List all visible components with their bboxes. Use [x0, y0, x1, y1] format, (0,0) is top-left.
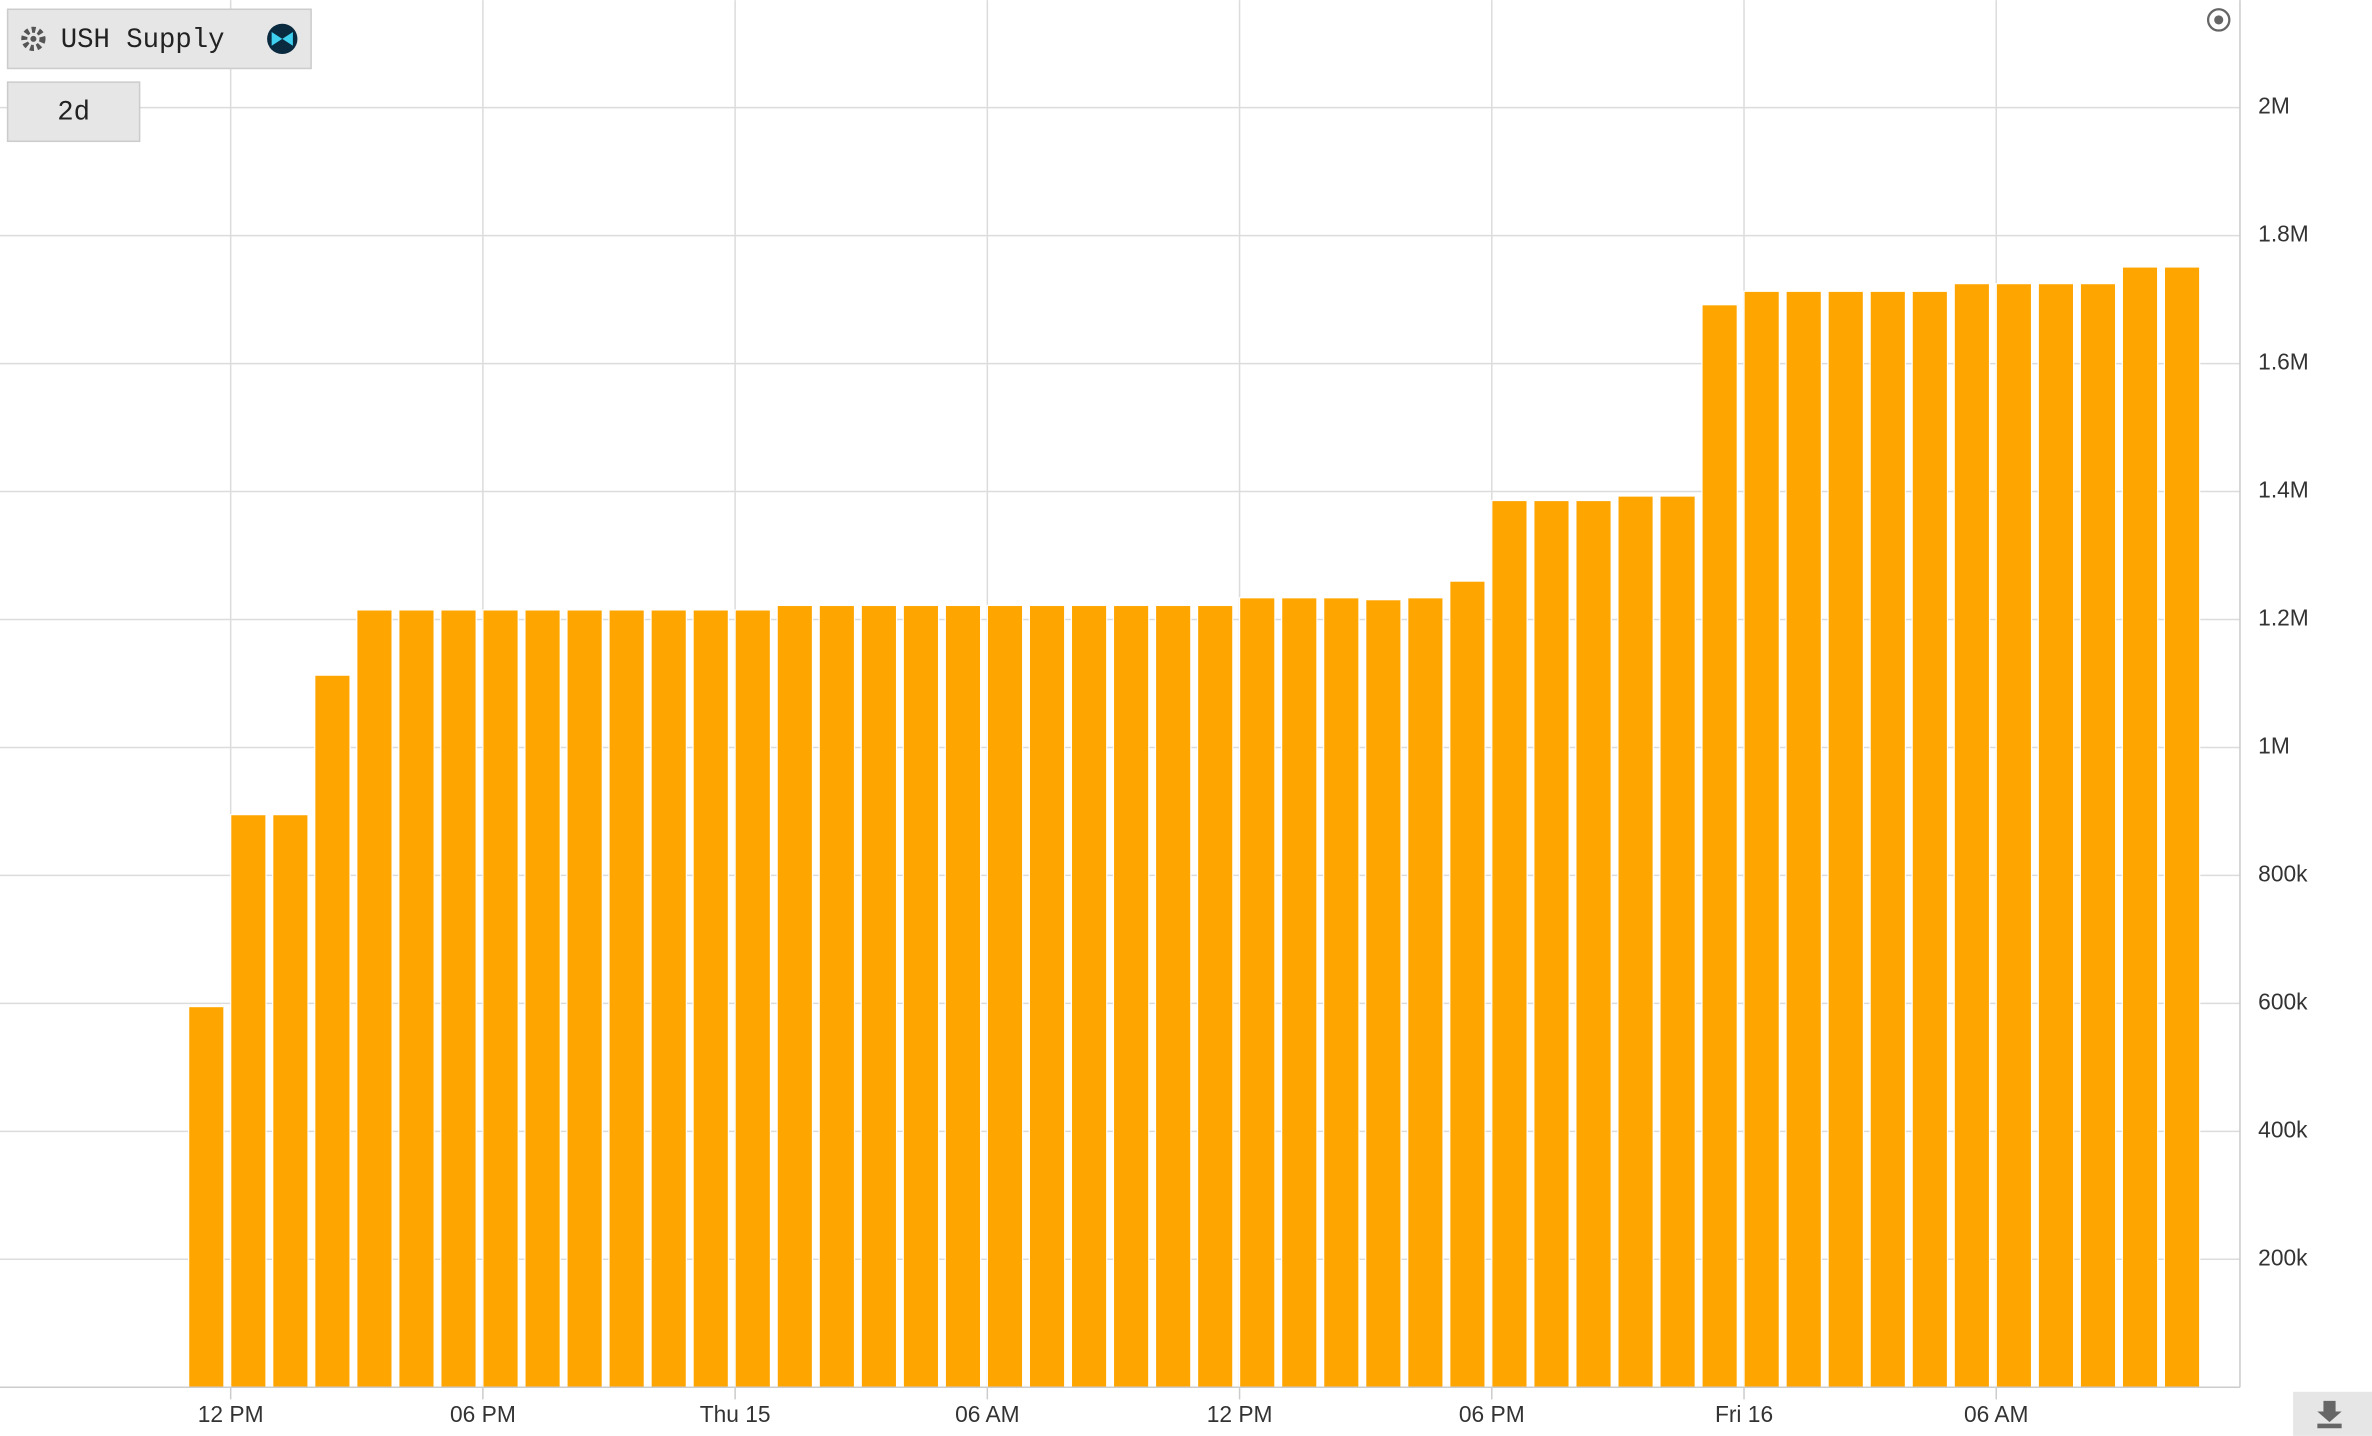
bar: [1196, 604, 1234, 1388]
plot-layer: 200k 400k 600k 800k 1M 1.2M 1.4M 1.6M 1.8M 2M 12 P…: [0, 0, 2309, 1427]
bar: [1323, 597, 1360, 1388]
bar: [1028, 604, 1066, 1388]
series-button-bg: [6, 8, 312, 70]
x-tick-label: 06 AM: [1964, 1401, 2029, 1427]
bar: [356, 609, 393, 1388]
y-tick-label: 1.8M: [2258, 221, 2309, 247]
bar: [776, 604, 814, 1388]
series-title: USH Supply: [61, 25, 225, 56]
range-label: 2d: [57, 98, 90, 129]
y-tick-label: 1M: [2258, 732, 2290, 758]
settings-ring: [2206, 8, 2231, 32]
y-tick-label: 800k: [2258, 860, 2308, 886]
bar: [818, 604, 856, 1388]
series-button[interactable]: USH Supply: [6, 8, 312, 70]
bar: [692, 609, 730, 1388]
bar: [524, 609, 561, 1388]
bar: [1365, 599, 1402, 1388]
bar: [2079, 283, 2117, 1388]
bar: [2121, 266, 2159, 1388]
y-tick-label: 200k: [2258, 1244, 2308, 1270]
bar: [1070, 604, 1108, 1388]
bar: [1112, 604, 1150, 1388]
bar: [1491, 499, 1528, 1388]
bar: [1953, 283, 1991, 1388]
bar: [230, 814, 267, 1388]
bar: [188, 1005, 225, 1388]
bar: [272, 814, 309, 1388]
bar: [986, 604, 1024, 1388]
range-button-bg: [6, 81, 141, 143]
x-tick-label: 06 PM: [450, 1401, 516, 1427]
gear-hub: [30, 35, 37, 42]
x-tick-label: 06 PM: [1459, 1401, 1525, 1427]
bar: [566, 609, 603, 1388]
bar: [1407, 597, 1444, 1388]
bar: [1659, 495, 1696, 1388]
y-tick-label: 1.4M: [2258, 477, 2309, 503]
x-tick-label: 06 AM: [955, 1401, 1020, 1427]
bar: [1701, 304, 1738, 1388]
bar: [1827, 290, 1865, 1388]
bar: [650, 609, 687, 1388]
settings-button[interactable]: [2206, 8, 2231, 32]
bar: [1869, 290, 1907, 1388]
bar: [1743, 290, 1780, 1388]
bar: [1617, 495, 1654, 1388]
x-tick-label: Thu 15: [700, 1401, 771, 1427]
x-tick-label: 12 PM: [198, 1401, 264, 1427]
bar: [314, 674, 351, 1388]
bar: [1154, 604, 1192, 1388]
bar: [2037, 283, 2075, 1388]
y-tick-label: 600k: [2258, 988, 2308, 1014]
y-tick-label: 1.2M: [2258, 605, 2309, 631]
bar: [608, 609, 645, 1388]
y-tick-label: 400k: [2258, 1116, 2308, 1142]
bar: [1449, 580, 1486, 1388]
bar: [734, 609, 772, 1388]
bar: [2163, 266, 2201, 1388]
settings-dot: [2214, 15, 2224, 25]
x-tick-label: Fri 16: [1715, 1401, 1773, 1427]
bar: [440, 609, 477, 1388]
bar: [1533, 499, 1570, 1388]
bar: [1995, 283, 2033, 1388]
range-button[interactable]: 2d: [6, 81, 141, 143]
bar: [902, 604, 940, 1388]
bar: [1785, 290, 1822, 1388]
bar: [1281, 597, 1318, 1388]
bar: [1911, 290, 1949, 1388]
bar: [1238, 597, 1276, 1388]
bar: [1575, 499, 1612, 1388]
gear-icon: [21, 26, 46, 52]
bar: [944, 604, 982, 1388]
y-tick-label: 1.6M: [2258, 349, 2309, 375]
bar: [482, 609, 519, 1388]
y-tick-label: 2M: [2258, 93, 2290, 119]
bar: [398, 609, 435, 1388]
x-tick-label: 12 PM: [1207, 1401, 1273, 1427]
bar: [860, 604, 898, 1388]
download-button[interactable]: [2293, 1391, 2372, 1436]
